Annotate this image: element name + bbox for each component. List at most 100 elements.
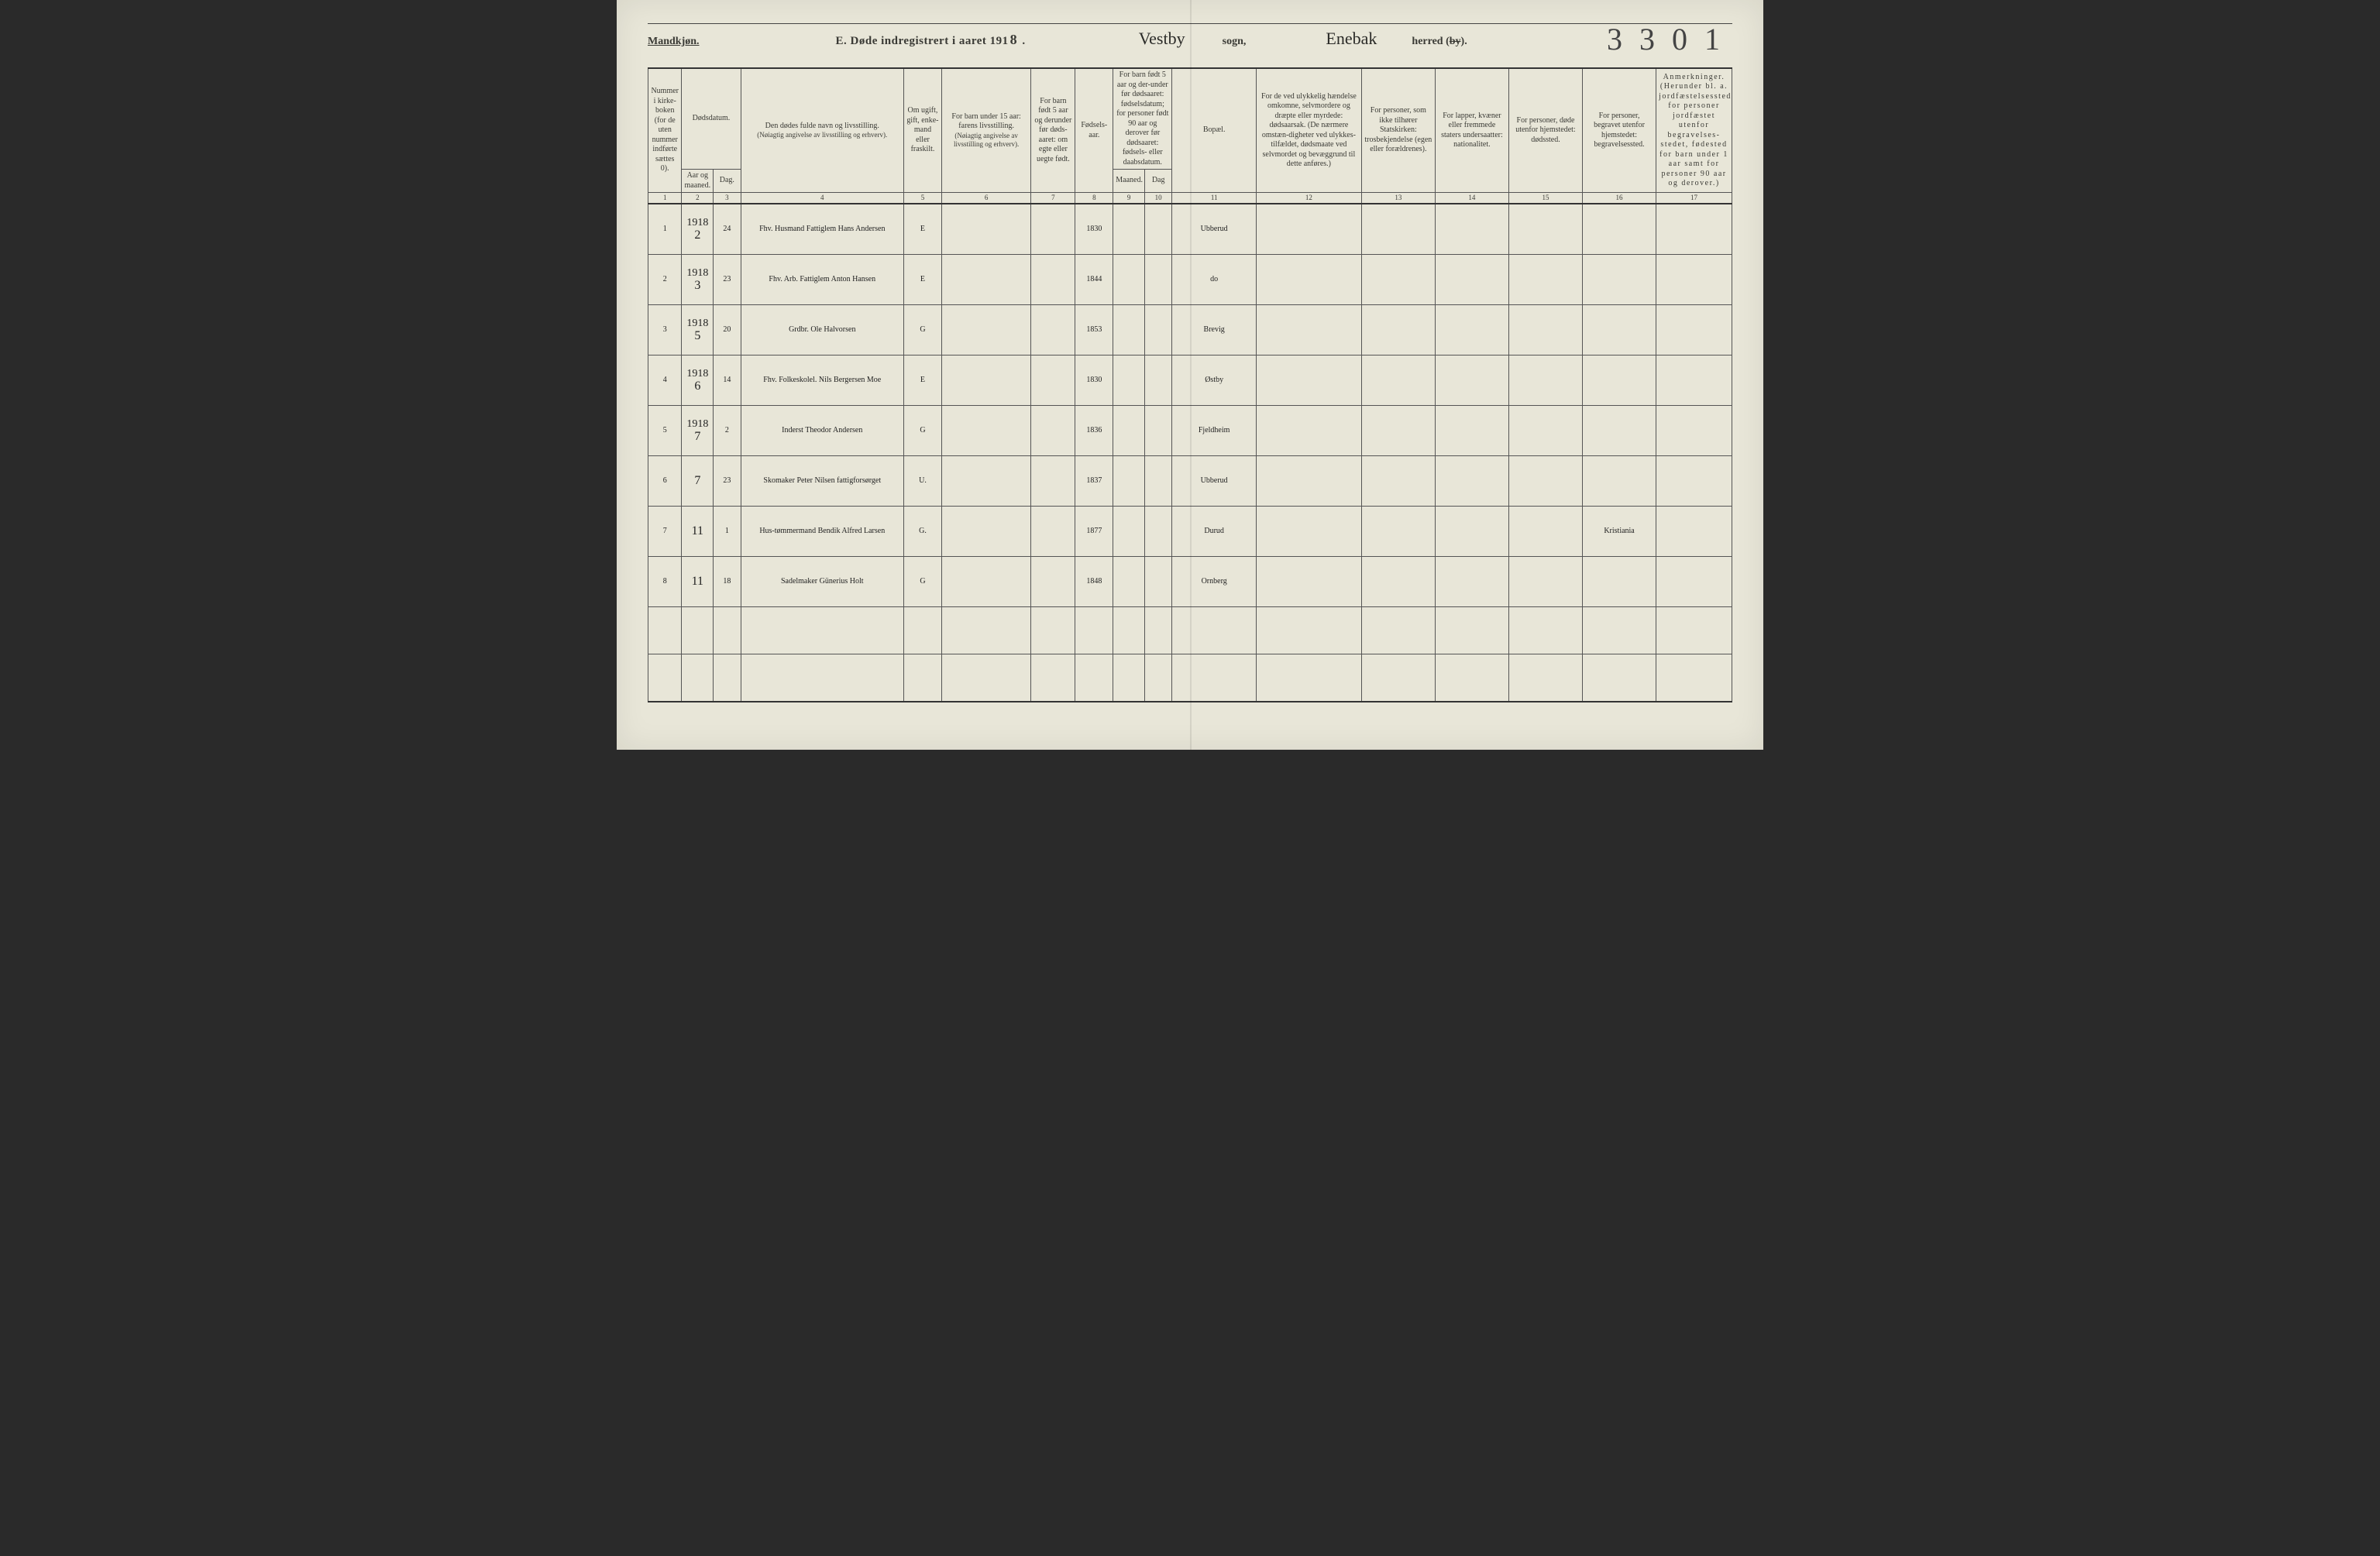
col-4-header: Den dødes fulde navn og livsstilling. (N… <box>741 68 904 193</box>
cell-16 <box>1583 557 1656 607</box>
cell-16 <box>1583 305 1656 356</box>
cell-15 <box>1508 406 1582 456</box>
cell-name: Hus-tømmermand Bendik Alfred Larsen <box>741 507 904 557</box>
cell-6 <box>941 557 1030 607</box>
herred-label: herred (by). <box>1412 36 1467 48</box>
gender-heading: Mandkjøn. <box>648 36 700 48</box>
col-15-header: For personer, døde utenfor hjemstedet: d… <box>1508 68 1582 193</box>
year-fill: 8 <box>1009 32 1020 47</box>
cell-14 <box>1435 356 1508 406</box>
sogn-value: Vestby <box>1116 29 1209 49</box>
cell-17 <box>1656 305 1732 356</box>
cell-residence: Brevig <box>1172 305 1257 356</box>
cell-empty <box>1172 654 1257 702</box>
cell-6 <box>941 406 1030 456</box>
cell-seq: 3 <box>648 305 682 356</box>
cell-13 <box>1361 305 1435 356</box>
col-9a-header: Maaned. <box>1113 170 1145 193</box>
cell-12 <box>1256 406 1361 456</box>
col-16-header: For personer, begravet utenfor hjemstede… <box>1583 68 1656 193</box>
cell-birthyear: 1844 <box>1075 255 1113 305</box>
cell-empty <box>1435 607 1508 654</box>
cell-empty <box>1113 607 1145 654</box>
cell-year-month: 11 <box>682 557 714 607</box>
column-number: 7 <box>1031 193 1075 204</box>
cell-15 <box>1508 255 1582 305</box>
cell-empty <box>941 607 1030 654</box>
cell-seq: 2 <box>648 255 682 305</box>
cell-status: G <box>904 305 942 356</box>
cell-empty <box>1031 607 1075 654</box>
cell-13 <box>1361 406 1435 456</box>
cell-6 <box>941 305 1030 356</box>
cell-residence: do <box>1172 255 1257 305</box>
col-9b-header: Dag <box>1145 170 1172 193</box>
cell-9b <box>1145 507 1172 557</box>
cell-6 <box>941 507 1030 557</box>
table-header: Nummer i kirke-boken (for de uten nummer… <box>648 68 1732 204</box>
cell-birthyear: 1830 <box>1075 204 1113 255</box>
cell-name: Fhv. Husmand Fattiglem Hans Andersen <box>741 204 904 255</box>
cell-year-month: 19186 <box>682 356 714 406</box>
cell-7 <box>1031 456 1075 507</box>
top-rule <box>648 23 1732 24</box>
cell-14 <box>1435 456 1508 507</box>
cell-year-month: 7 <box>682 456 714 507</box>
cell-9a <box>1113 557 1145 607</box>
cell-9a <box>1113 406 1145 456</box>
cell-16: Kristiania <box>1583 507 1656 557</box>
cell-9a <box>1113 356 1145 406</box>
cell-7 <box>1031 356 1075 406</box>
cell-13 <box>1361 507 1435 557</box>
table-row: 81118Sadelmaker Günerius HoltG1848Ornber… <box>648 557 1732 607</box>
cell-9a <box>1113 255 1145 305</box>
cell-name: Grdbr. Ole Halvorsen <box>741 305 904 356</box>
table-row: 31918520Grdbr. Ole HalvorsenG1853Brevig <box>648 305 1732 356</box>
cell-13 <box>1361 456 1435 507</box>
cell-16 <box>1583 456 1656 507</box>
cell-year-month: 19183 <box>682 255 714 305</box>
column-number: 13 <box>1361 193 1435 204</box>
col-7-header: For barn født 5 aar og derunder før døds… <box>1031 68 1075 193</box>
cell-13 <box>1361 356 1435 406</box>
cell-empty <box>941 654 1030 702</box>
cell-6 <box>941 356 1030 406</box>
cell-birthyear: 1830 <box>1075 356 1113 406</box>
column-number: 14 <box>1435 193 1508 204</box>
cell-12 <box>1256 204 1361 255</box>
cell-seq: 5 <box>648 406 682 456</box>
table-row: 6723Skomaker Peter Nilsen fattigforsørge… <box>648 456 1732 507</box>
title-period: . <box>1019 35 1026 47</box>
cell-seq: 1 <box>648 204 682 255</box>
column-number: 8 <box>1075 193 1113 204</box>
cell-9b <box>1145 406 1172 456</box>
cell-13 <box>1361 204 1435 255</box>
cell-status: G. <box>904 507 942 557</box>
cell-empty <box>1145 607 1172 654</box>
column-number: 2 <box>682 193 714 204</box>
cell-12 <box>1256 456 1361 507</box>
cell-14 <box>1435 406 1508 456</box>
cell-17 <box>1656 557 1732 607</box>
cell-12 <box>1256 255 1361 305</box>
cell-day: 20 <box>714 305 741 356</box>
table-row-empty <box>648 654 1732 702</box>
table-row-empty <box>648 607 1732 654</box>
cell-residence: Ubberud <box>1172 204 1257 255</box>
cell-empty <box>1031 654 1075 702</box>
cell-9a <box>1113 204 1145 255</box>
cell-status: G <box>904 557 942 607</box>
column-number: 17 <box>1656 193 1732 204</box>
cell-12 <box>1256 557 1361 607</box>
column-number: 16 <box>1583 193 1656 204</box>
table-row: 41918614Fhv. Folkeskolel. Nils Bergersen… <box>648 356 1732 406</box>
cell-6 <box>941 255 1030 305</box>
col-5-header: Om ugift, gift, enke-mand eller fraskilt… <box>904 68 942 193</box>
cell-empty <box>1361 607 1435 654</box>
cell-6 <box>941 204 1030 255</box>
sogn-label: sogn, <box>1223 36 1247 48</box>
cell-empty <box>682 654 714 702</box>
cell-13 <box>1361 557 1435 607</box>
cell-16 <box>1583 255 1656 305</box>
column-number: 4 <box>741 193 904 204</box>
